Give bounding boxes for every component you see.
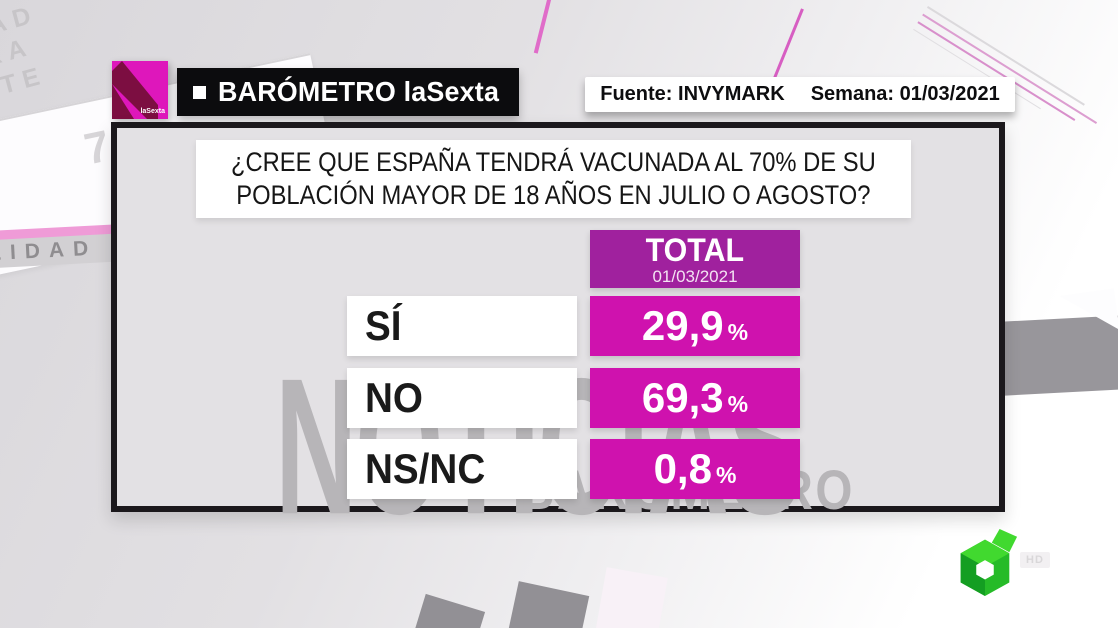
percent-sign: % <box>715 462 737 488</box>
survey-panel: NOTICIAS BARÓMETRO ¿CREE QUE ESPAÑA TEND… <box>111 122 1005 544</box>
background-white-wedge <box>1059 288 1118 338</box>
answer-value-no: 69,3 % <box>590 368 800 428</box>
lasexta-noticias-logo: laSexta <box>112 61 168 119</box>
total-date: 01/03/2021 <box>652 266 738 286</box>
question-box: ¿CREE QUE ESPAÑA TENDRÁ VACUNADA AL 70% … <box>196 140 911 218</box>
total-label: TOTAL <box>645 231 745 268</box>
decor-text-line: ALIDAD <box>0 0 102 15</box>
background-pink-block <box>594 567 668 628</box>
noticias-n-icon <box>112 61 168 119</box>
decor-text-line: TE <box>0 60 50 100</box>
question-line-1: ¿CREE QUE ESPAÑA TENDRÁ VACUNADA AL 70% … <box>231 147 876 178</box>
answer-value-nsnc: 0,8 % <box>590 439 800 499</box>
answer-label-no: NO <box>347 368 577 428</box>
lasexta-6-icon <box>960 528 1018 597</box>
background-magenta-line <box>533 0 553 54</box>
hd-badge: HD <box>1020 552 1050 568</box>
column-header-total: TOTAL 01/03/2021 <box>590 230 800 288</box>
background-gray-block <box>506 581 590 628</box>
background-magenta-line <box>771 8 804 84</box>
program-title: BARÓMETRO laSexta <box>218 76 500 107</box>
program-title-bar: BARÓMETRO laSexta <box>177 68 519 116</box>
lasexta-six-logo <box>952 528 1018 598</box>
logo-small-label: laSexta <box>140 108 165 115</box>
source-label: Fuente: INVYMARK <box>600 83 785 105</box>
percent-sign: % <box>727 319 749 345</box>
decor-card-mark: 7 <box>80 121 115 175</box>
source-bar: Fuente: INVYMARK Semana: 01/03/2021 <box>585 77 1015 112</box>
answer-value-si: 29,9 % <box>590 296 800 356</box>
background-gray-parallelogram <box>996 313 1118 397</box>
answer-label-nsnc: NS/NC <box>347 439 577 499</box>
square-bullet-icon <box>193 85 206 99</box>
background-gray-block <box>412 593 486 628</box>
decor-text-line: DAD <box>0 0 41 47</box>
background-newspaper-text: ALIDAD DAD RA TE <box>0 0 125 104</box>
percent-sign: % <box>727 391 749 417</box>
question-line-2: POBLACIÓN MAYOR DE 18 AÑOS EN JULIO O AG… <box>236 180 871 210</box>
week-label: Semana: 01/03/2021 <box>810 83 1000 105</box>
answer-label-si: SÍ <box>347 296 577 356</box>
decor-text-line: RA <box>0 32 36 73</box>
